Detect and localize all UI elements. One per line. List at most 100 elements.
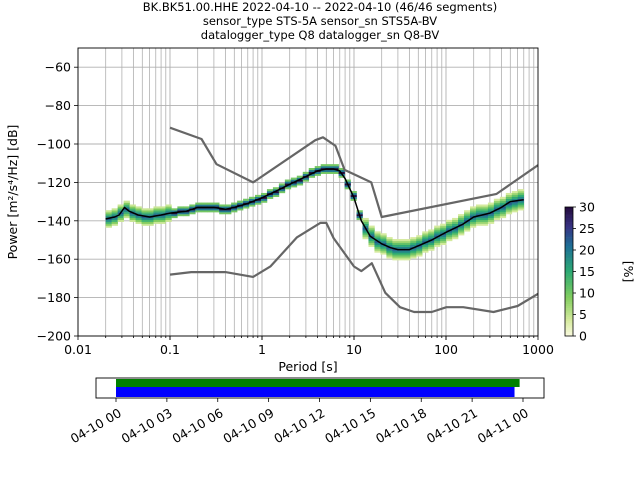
heatmap-cell [404,242,411,245]
heatmap-cell [434,229,441,232]
heatmap-cell [165,214,172,217]
colorbar-segment [565,245,573,249]
heatmap-cell [153,212,160,215]
heatmap-cell [374,242,381,245]
heatmap-cell [368,227,375,230]
heatmap-cell [481,206,489,209]
heatmap-cell [153,208,160,211]
heatmap-cell [141,210,148,213]
heatmap-cell [416,246,423,249]
heatmap-cell [207,210,214,213]
heatmap-cell [278,191,286,194]
heatmap-cell [487,204,495,207]
heatmap-cell [392,242,399,245]
heatmap-cell [111,210,118,213]
heatmap-cell [404,254,411,257]
heatmap-cell [147,208,154,211]
heatmap-cell [225,204,232,207]
heatmap-cell [404,244,411,247]
heatmap-cell [434,237,441,240]
heatmap-cell [368,233,375,236]
heatmap-cell [105,212,112,215]
heatmap-cell [135,210,142,213]
heatmap-cell [422,246,429,249]
heatmap-cell [260,192,268,196]
heatmap-cell [177,212,184,215]
heatmap-cell [404,239,411,242]
heatmap-cell [416,235,423,238]
heatmap-cell [183,214,190,217]
heatmap-cell [308,173,316,176]
heatmap-cell [446,219,453,222]
heatmap-cell [219,204,226,207]
heatmap-cell [123,214,130,217]
colorbar-segment [565,267,573,270]
heatmap-cell [207,208,214,211]
y-tick-label: −80 [45,98,71,113]
heatmap-cell [386,252,393,255]
heatmap-cell [302,179,310,182]
heatmap-cell [362,231,369,234]
heatmap-cell [296,181,304,184]
heatmap-cell [254,200,262,203]
heatmap-cell [123,206,130,209]
colorbar-segment [565,290,573,294]
heatmap-cell [147,210,154,213]
heatmap-cell [452,233,459,236]
heatmap-cell [272,189,280,192]
colorbar-segment [565,247,573,251]
heatmap-cell [201,210,208,213]
colorbar-label: [%] [621,261,636,283]
heatmap-cell [511,198,519,201]
heatmap-cell [505,198,513,201]
heatmap-cell [469,214,477,217]
heatmap-cell [147,219,154,222]
heatmap-cell [404,240,411,244]
heatmap-cell [266,191,274,194]
heatmap-cell [422,244,429,247]
heatmap-cell [464,229,471,232]
heatmap-cell [398,246,405,249]
heatmap-cell [266,196,274,199]
heatmap-cell [105,210,112,213]
heatmap-cell [475,217,483,221]
heatmap-cell [517,189,525,192]
heatmap-cell [165,219,172,222]
heatmap-cell [362,221,369,224]
heatmap-cell [225,212,232,215]
heatmap-cell [254,202,262,205]
heatmap-cell [129,206,136,209]
heatmap-cell [481,210,489,213]
heatmap-cell [434,242,441,245]
heatmap-cell [314,166,321,169]
heatmap-cell [129,214,136,217]
heatmap-cell [440,235,447,238]
heatmap-cell [111,214,118,217]
heatmap-cell [332,166,339,169]
colorbar-segment [565,215,573,219]
heatmap-cell [165,208,172,211]
heatmap-cell [440,223,447,226]
heatmap-cell [153,219,160,222]
heatmap-cell [260,198,268,201]
heatmap-cell [422,239,429,242]
heatmap-cell [201,208,208,211]
heatmap-cell [332,171,339,174]
heatmap-cell [183,212,190,215]
heatmap-cell [362,217,369,221]
heatmap-cell [475,206,483,209]
heatmap-cell [374,239,381,242]
y-axis-label: Power [m²/s⁴/Hz] [dB] [5,125,20,260]
nlnm-line [169,221,538,314]
heatmap-cell [505,194,513,197]
heatmap-cell [452,231,459,234]
heatmap-cell [368,237,375,240]
heatmap-cell [517,196,525,199]
heatmap-cell [505,208,513,211]
heatmap-cell [392,244,399,247]
x-tick-label: 1000 [522,342,554,357]
colorbar-segment [565,219,573,223]
heatmap-cell [195,210,202,213]
heatmap-cell [189,206,196,209]
